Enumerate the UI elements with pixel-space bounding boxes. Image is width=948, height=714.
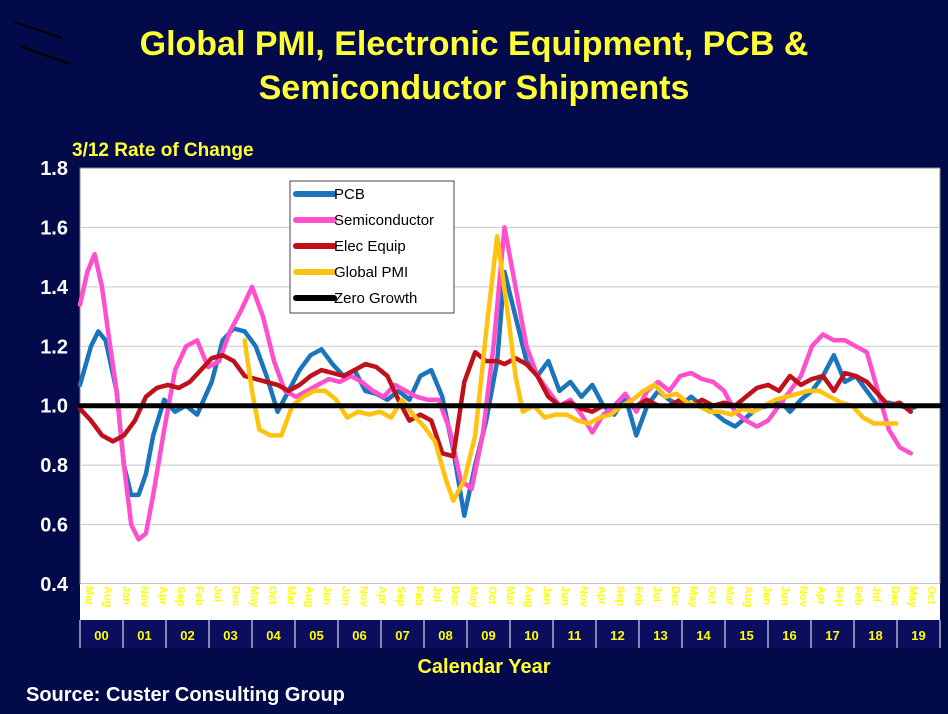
chart-title-line1: Global PMI, Electronic Equipment, PCB & [139,25,809,63]
x-tick-label-month: Sep [614,586,626,606]
x-tick-label-year: 04 [266,628,281,643]
x-tick-label-month: Dec [669,586,681,606]
x-tick-label-month: Dec [449,586,461,606]
x-tick-label-month: Mar [724,586,736,606]
y-tick-label: 1.4 [40,277,69,299]
series-lines [77,225,943,542]
x-tick-label-month: May [907,586,919,608]
y-tick-label: 1.8 [40,158,68,180]
x-tick-label-year: 19 [911,628,925,643]
x-tick-label-month: Feb [852,586,864,606]
x-tick-label-month: Aug [742,586,754,607]
y-axis-label: 3/12 Rate of Change [72,140,254,161]
x-tick-label-month: Apr [596,586,608,606]
x-tick-label-month: Mar [504,586,516,606]
x-tick-label-month: Jan [760,586,772,605]
x-tick-label-year: 00 [94,628,108,643]
x-tick-label-year: 17 [825,628,839,643]
y-tick-label: 0.6 [40,515,68,537]
x-tick-label-year: 02 [180,628,194,643]
x-tick-label-month: Jun [779,586,791,606]
x-tick-label-year: 15 [739,628,753,643]
x-tick-label-year: 13 [653,628,667,643]
y-tick-label: 1.0 [40,396,68,418]
legend: PCB Semiconductor Elec Equip Global PMI Zero… [289,180,455,314]
x-tick-label-month: Jun [559,586,571,606]
x-tick-label-month: Dec [230,586,242,606]
x-tick-label-year: 12 [610,628,624,643]
x-tick-label-month: Mar [83,586,95,606]
x-tick-label-year: 09 [481,628,495,643]
x-tick-label-month: Jan [541,586,553,605]
x-tick-label-month: Jul [870,586,882,602]
x-tick-label-month: Apr [815,586,827,606]
x-tick-label-month: Nov [358,586,370,608]
y-tick-label: 0.4 [40,574,69,596]
x-tick-label-month: Jul [211,586,223,602]
x-tick-label-year: 18 [868,628,882,643]
x-axis-month-band [80,584,940,620]
x-tick-label-month: Jun [339,586,351,606]
x-tick-label-month: Sep [833,586,845,606]
y-tick-label: 1.2 [40,336,68,358]
x-tick-label-month: Feb [632,586,644,606]
y-tick-label: 1.6 [40,217,68,239]
x-tick-label-month: Aug [303,586,315,607]
x-tick-label-year: 10 [524,628,538,643]
chart-title-line2: Semiconductor Shipments [258,69,690,107]
x-tick-label-month: Sep [394,586,406,606]
x-tick-label-month: Nov [138,586,150,608]
x-tick-label-month: Oct [925,586,937,605]
series-line-elec-equip [77,349,913,459]
legend-label: PCB [334,186,365,203]
x-tick-label-year: 03 [223,628,237,643]
x-tick-label-month: May [687,586,699,608]
source-note: Source: Custer Consulting Group [26,684,345,706]
legend-label: Elec Equip [334,238,406,255]
x-tick-label-month: Feb [193,586,205,606]
x-axis-label: Calendar Year [417,656,551,678]
series-line-global-pmi [242,234,899,504]
x-tick-label-year: 01 [137,628,151,643]
x-tick-label-year: 08 [438,628,452,643]
x-tick-label-month: Jan [321,586,333,605]
x-tick-label-year: 07 [395,628,409,643]
x-tick-label-month: Oct [486,586,498,605]
x-tick-label-month: May [248,586,260,608]
x-tick-label-month: Aug [522,586,534,607]
x-tick-label-month: Apr [156,586,168,606]
x-tick-label-month: Mar [284,586,296,606]
y-tick-label: 0.8 [40,455,68,477]
x-tick-label-year: 06 [352,628,366,643]
legend-label: Zero Growth [334,290,417,307]
chart-title: Global PMI, Electronic Equipment, PCB & … [0,22,948,110]
x-tick-label-month: Feb [413,586,425,606]
x-tick-label-month: May [467,586,479,608]
x-tick-label-month: Jan [120,586,132,605]
x-tick-label-month: Nov [797,586,809,608]
y-tick-labels: 0.4 0.6 0.8 1.0 1.2 1.4 1.6 1.8 [40,158,69,596]
x-tick-label-year: 16 [782,628,796,643]
x-tick-label-month: Jul [650,586,662,602]
plot-area [79,167,941,585]
x-axis: Mar Aug Jan Nov Apr Sep Feb Jul Dec May Oct Mar Aug J… [79,584,941,648]
x-tick-label-month: Oct [266,586,278,605]
plot-background [79,167,941,585]
x-tick-label-month: Nov [577,586,589,608]
x-tick-label-year: 11 [568,628,582,643]
legend-label: Global PMI [334,264,408,281]
x-tick-label-month: Jul [431,586,443,602]
x-tick-label-year: 14 [696,628,711,643]
x-tick-label-month: Apr [376,586,388,606]
series-line-semiconductor [77,225,913,542]
x-tick-label-month: Dec [888,586,900,606]
legend-label: Semiconductor [334,212,434,229]
x-tick-label-month: Aug [101,586,113,607]
x-tick-label-month: Sep [175,586,187,606]
x-tick-label-month: Oct [705,586,717,605]
x-tick-label-year: 05 [309,628,323,643]
